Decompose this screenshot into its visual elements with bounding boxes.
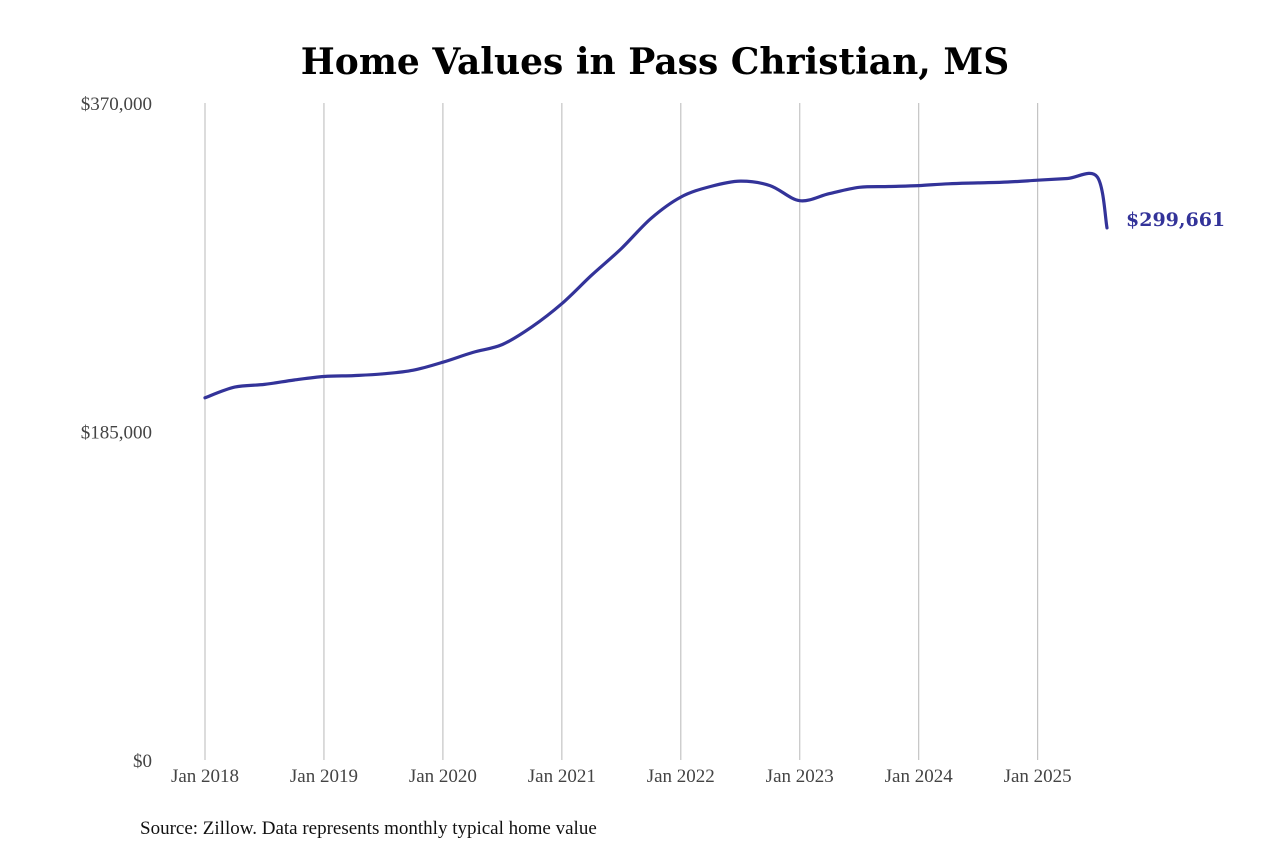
- source-note: Source: Zillow. Data represents monthly …: [140, 818, 597, 839]
- series-line-0: [203, 171, 1109, 400]
- chart-title: Home Values in Pass Christian, MS: [301, 41, 1009, 83]
- y-axis-ticks: $0 $185,000 $370,000: [81, 94, 152, 772]
- x-axis-ticks: Jan 2018 Jan 2019 Jan 2020 Jan 2021 Jan 2022…: [171, 766, 1072, 787]
- y-tick-label: $0: [133, 751, 152, 772]
- x-tick-label: Jan 2024: [885, 766, 954, 787]
- x-tick-label: Jan 2021: [528, 766, 596, 787]
- y-tick-label: $185,000: [81, 423, 152, 444]
- end-value-label: $299,661: [1126, 209, 1225, 231]
- x-tick-label: Jan 2025: [1004, 766, 1072, 787]
- y-tick-label: $370,000: [81, 94, 152, 115]
- x-tick-label: Jan 2020: [409, 766, 477, 787]
- series-layer: [203, 171, 1109, 400]
- x-tick-label: Jan 2023: [766, 766, 834, 787]
- x-tick-label: Jan 2019: [290, 766, 358, 787]
- x-tick-label: Jan 2022: [647, 766, 715, 787]
- gridlines: [204, 103, 1039, 760]
- x-tick-label: Jan 2018: [171, 766, 239, 787]
